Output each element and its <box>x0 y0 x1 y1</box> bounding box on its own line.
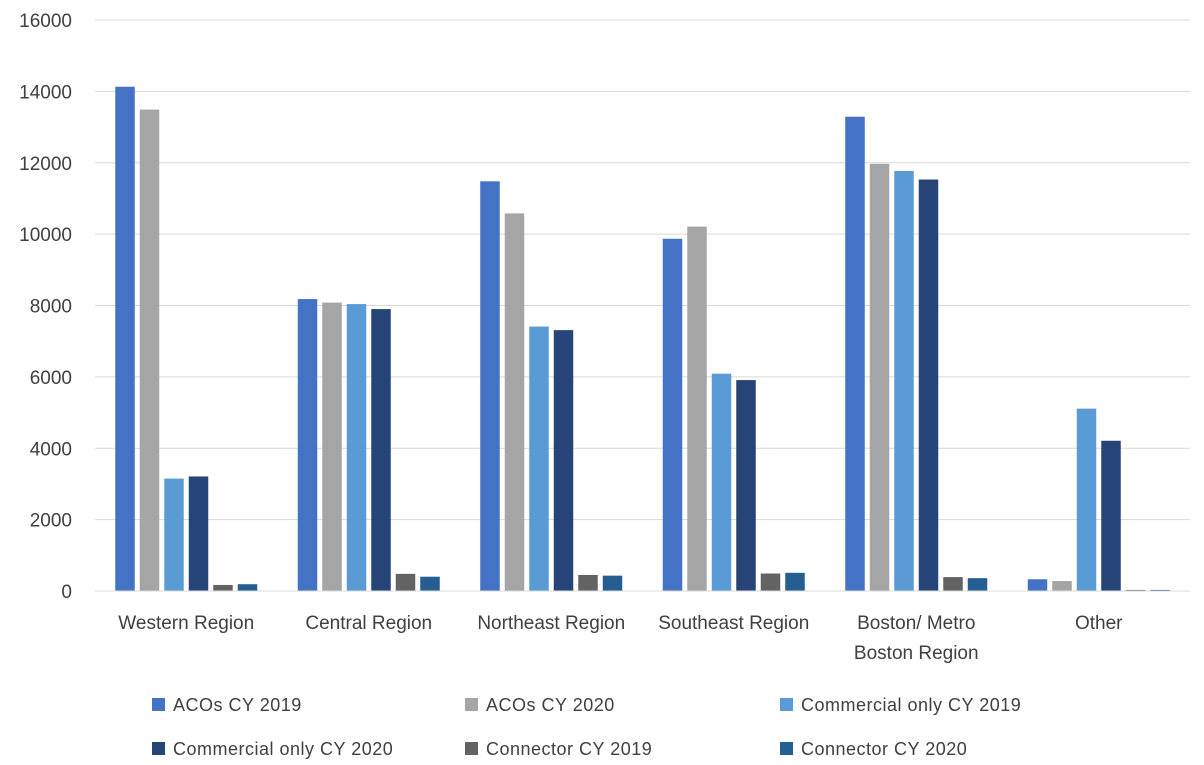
y-tick-label-5: 10000 <box>19 225 72 246</box>
bar-2-2 <box>529 326 549 591</box>
legend-label-5: Connector CY 2020 <box>801 739 967 759</box>
bar-4-2 <box>894 170 914 591</box>
bar-3-0 <box>662 238 683 591</box>
bar-4-1 <box>869 163 890 591</box>
legend-swatch-5 <box>780 742 793 755</box>
bar-5-0 <box>1027 579 1048 591</box>
x-tick-label-4-line-0: Boston/ Metro <box>857 613 975 634</box>
legend-swatch-0 <box>152 698 165 711</box>
bar-5-2 <box>1076 408 1097 591</box>
bar-4-3 <box>918 179 939 591</box>
legend-label-0: ACOs CY 2019 <box>173 695 302 715</box>
bar-0-0 <box>115 86 135 591</box>
bar-5-3 <box>1101 440 1121 591</box>
bar-1-0 <box>297 299 318 591</box>
y-tick-label-4: 8000 <box>30 297 72 318</box>
legend-swatch-1 <box>465 698 478 711</box>
bar-3-5 <box>785 572 805 591</box>
legend-swatch-2 <box>780 698 793 711</box>
bar-0-2 <box>164 478 184 591</box>
bar-1-4 <box>395 573 416 591</box>
bar-0-5 <box>237 584 258 591</box>
bar-2-3 <box>553 330 574 591</box>
y-tick-label-7: 14000 <box>19 82 72 103</box>
bar-5-4 <box>1125 589 1146 591</box>
bar-1-2 <box>346 304 367 591</box>
bar-4-0 <box>845 116 865 591</box>
bar-3-2 <box>711 373 732 591</box>
bar-5-1 <box>1052 581 1072 591</box>
bar-1-1 <box>322 302 342 591</box>
bar-1-5 <box>420 576 440 591</box>
x-tick-label-2: Northeast Region <box>477 613 625 634</box>
bar-1-3 <box>371 309 391 591</box>
x-tick-label-5: Other <box>1075 613 1123 634</box>
y-tick-label-6: 12000 <box>19 154 72 175</box>
legend-label-3: Commercial only CY 2020 <box>173 739 393 759</box>
bar-2-4 <box>578 574 598 591</box>
bar-5-5 <box>1150 589 1170 591</box>
x-tick-label-0: Western Region <box>118 613 254 634</box>
bar-0-1 <box>139 109 160 591</box>
y-tick-label-3: 6000 <box>30 368 72 389</box>
legend-swatch-3 <box>152 742 165 755</box>
y-tick-label-8: 16000 <box>19 11 72 32</box>
y-tick-label-0: 0 <box>61 582 72 603</box>
legend-label-4: Connector CY 2019 <box>486 739 652 759</box>
legend-label-2: Commercial only CY 2019 <box>801 695 1021 715</box>
bar-3-3 <box>736 380 756 591</box>
legend-swatch-4 <box>465 742 478 755</box>
bar-2-1 <box>504 213 525 591</box>
bar-4-5 <box>967 578 988 591</box>
x-tick-label-4-line-1: Boston Region <box>854 643 979 664</box>
bar-2-0 <box>480 181 500 591</box>
bar-0-4 <box>213 584 233 591</box>
bar-3-1 <box>687 226 707 592</box>
y-tick-label-1: 2000 <box>30 511 72 532</box>
y-tick-label-2: 4000 <box>30 439 72 460</box>
bar-0-3 <box>188 476 209 591</box>
bar-4-4 <box>943 577 963 591</box>
x-tick-label-3: Southeast Region <box>658 613 809 634</box>
bar-3-4 <box>760 573 781 591</box>
x-tick-label-1: Central Region <box>305 613 432 634</box>
legend-label-1: ACOs CY 2020 <box>486 695 615 715</box>
bar-2-5 <box>602 575 623 591</box>
